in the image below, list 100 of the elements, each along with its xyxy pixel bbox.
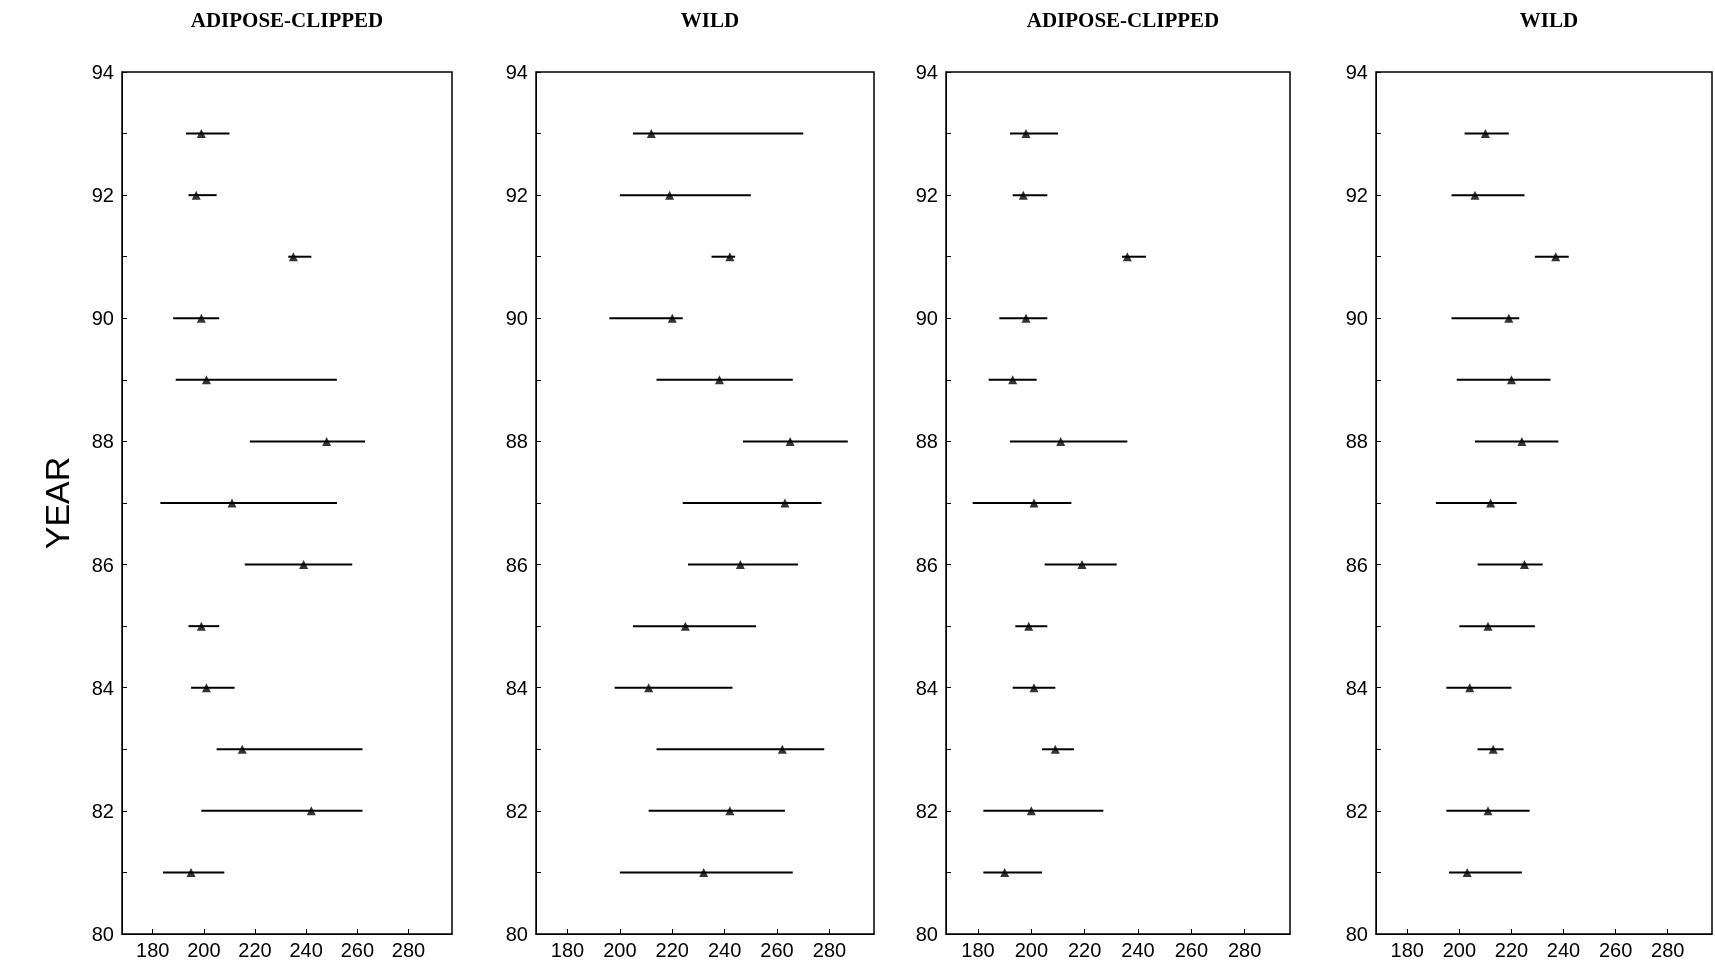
point (1029, 683, 1039, 693)
x-tick-label: 220 (655, 939, 689, 961)
x-tick-label: 240 (289, 939, 323, 961)
x-tick-label: 240 (1546, 939, 1581, 961)
point (196, 129, 206, 139)
x-tick-label: 260 (760, 939, 794, 961)
x-tick-label: 180 (550, 939, 585, 961)
point (1483, 621, 1493, 631)
point (1517, 436, 1527, 446)
y-tick-label: 84 (915, 676, 938, 699)
point (1024, 621, 1034, 631)
x-tick-label: 180 (961, 939, 995, 961)
point (680, 621, 690, 631)
point (725, 252, 735, 262)
y-tick-label: 86 (91, 553, 114, 576)
point (1483, 806, 1493, 816)
chart-title: ADIPOSE-CLIPPED (1026, 7, 1220, 32)
point (1077, 560, 1087, 570)
point (1470, 190, 1480, 200)
x-tick-label: 220 (1494, 939, 1529, 961)
y-tick-label: 92 (505, 184, 528, 207)
x-tick-label: 280 (812, 939, 847, 961)
y-tick-label: 86 (1345, 553, 1368, 576)
point (201, 683, 211, 693)
x-tick-label: 240 (707, 939, 742, 961)
point (186, 867, 196, 877)
y-tick-label: 90 (1345, 307, 1368, 330)
x-tick-label: 220 (1067, 939, 1102, 961)
y-tick-label: 94 (91, 61, 114, 83)
y-tick-label: 80 (505, 923, 528, 945)
point (667, 313, 677, 323)
y-tick-label: 80 (91, 923, 114, 945)
x-tick-label: 260 (1174, 939, 1209, 961)
y-tick-label: 90 (91, 307, 114, 330)
x-tick-label: 240 (1121, 939, 1155, 961)
y-tick-label: 84 (1345, 676, 1368, 699)
y-tick-label: 90 (915, 307, 938, 330)
y-tick-label: 88 (1345, 430, 1368, 453)
point (1029, 498, 1039, 508)
chart-title: ADIPOSE-CLIPPED (190, 7, 384, 32)
point (646, 129, 656, 139)
y-tick-label: 94 (505, 61, 528, 83)
y-tick-label: 82 (505, 799, 528, 822)
y-tick-label: 88 (91, 430, 114, 453)
point (191, 190, 201, 200)
x-tick-label: 180 (1390, 939, 1424, 961)
y-tick-label: 92 (1345, 184, 1368, 207)
point (1056, 436, 1066, 446)
point (1018, 190, 1028, 200)
point (1021, 129, 1031, 139)
y-tick-label: 82 (91, 799, 114, 822)
x-tick-label: 200 (187, 939, 221, 961)
point (1486, 498, 1496, 508)
point (735, 560, 745, 570)
point (196, 313, 206, 323)
point (196, 621, 206, 631)
point (699, 867, 709, 877)
chart-title: WILD (1519, 7, 1579, 32)
point (777, 744, 787, 754)
x-tick-label: 280 (1227, 939, 1262, 961)
y-tick-label: 80 (1345, 923, 1368, 945)
x-tick-label: 180 (136, 939, 170, 961)
y-tick-label: 82 (1345, 799, 1368, 822)
point (1050, 744, 1060, 754)
y-tick-label: 84 (505, 676, 528, 699)
y-tick-label: 84 (91, 676, 114, 699)
y-tick-label: 94 (1345, 61, 1368, 83)
x-tick-label: 280 (1651, 939, 1685, 961)
y-tick-label: 88 (505, 430, 528, 453)
x-tick-label: 260 (340, 939, 375, 961)
chart-title: WILD (680, 7, 740, 32)
point (1506, 375, 1516, 385)
y-tick-label: 82 (915, 799, 938, 822)
point (785, 436, 795, 446)
x-tick-label: 200 (603, 939, 637, 961)
x-tick-label: 280 (391, 939, 426, 961)
y-tick-label: 94 (915, 61, 938, 83)
y-tick-label: 86 (505, 553, 528, 576)
x-tick-label: 200 (1014, 939, 1049, 961)
x-tick-label: 260 (1598, 939, 1633, 961)
point (665, 190, 675, 200)
x-tick-label: 220 (238, 939, 272, 961)
y-axis-title: YEAR (38, 456, 76, 550)
y-tick-label: 88 (915, 430, 938, 453)
point (322, 436, 332, 446)
point (1504, 313, 1514, 323)
point (1488, 744, 1498, 754)
point (1021, 313, 1031, 323)
x-tick-label: 200 (1442, 939, 1477, 961)
point (1480, 129, 1490, 139)
point (299, 560, 309, 570)
point (780, 498, 790, 508)
point (237, 744, 247, 754)
y-tick-label: 86 (915, 553, 938, 576)
y-tick-label: 90 (505, 307, 528, 330)
point (1462, 867, 1472, 877)
point (227, 498, 237, 508)
point (1000, 867, 1010, 877)
point (288, 252, 298, 262)
y-tick-label: 92 (91, 184, 114, 207)
